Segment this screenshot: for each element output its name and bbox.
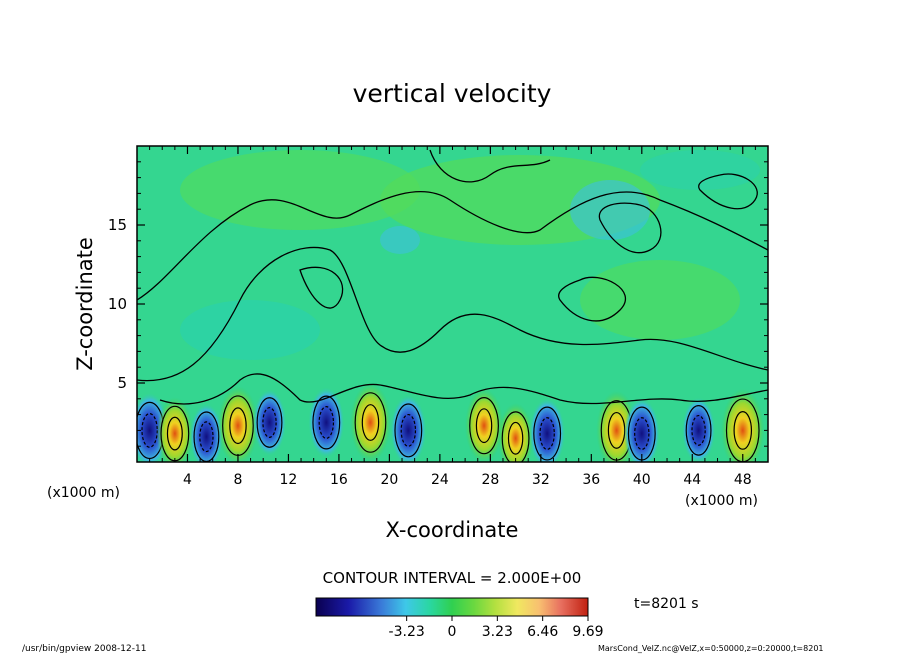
core-contour — [199, 421, 214, 453]
core-contour — [354, 392, 387, 453]
colorbar-tick-label: 0 — [448, 624, 457, 640]
x-tick-label: 24 — [431, 472, 449, 488]
x-axis-label: X-coordinate — [386, 518, 519, 542]
core-contour — [691, 414, 706, 446]
downdraft-core — [253, 389, 287, 456]
core-contour — [475, 408, 493, 444]
colorbar-tick-label: -3.23 — [389, 624, 425, 640]
field-patch — [580, 260, 740, 340]
updraft-core — [350, 382, 391, 462]
chart-title: vertical velocity — [353, 79, 552, 108]
x-unit-right: (x1000 m) — [685, 493, 758, 509]
downdraft-core — [682, 397, 716, 462]
footer-left: /usr/bin/gpview 2008-12-11 — [22, 644, 146, 654]
x-tick-label: 44 — [683, 472, 701, 488]
field-patch — [180, 300, 320, 360]
downdraft-core — [189, 403, 223, 462]
contour-line — [698, 173, 758, 210]
time-label: t=8201 s — [634, 596, 699, 612]
contour-line — [299, 266, 344, 309]
downdraft-core — [308, 387, 345, 458]
core-contour — [229, 407, 247, 445]
updraft-core — [464, 388, 504, 462]
contour-line — [137, 190, 768, 301]
y-tick-label: 15 — [108, 216, 127, 234]
core-contour — [318, 406, 335, 439]
core-contour — [361, 404, 380, 441]
core-contour — [685, 405, 712, 456]
field-patch — [640, 150, 760, 190]
colorbar — [315, 597, 589, 617]
x-tick-label: 12 — [280, 472, 298, 488]
core-contour — [634, 417, 650, 451]
contour-line — [598, 202, 662, 254]
footer-right: MarsCond_VelZ.nc@VelZ,x=0:50000,z=0:2000… — [598, 644, 824, 653]
plot-field — [137, 146, 768, 462]
colorbar-tick-label: 9.69 — [572, 624, 603, 640]
contour-line — [137, 246, 768, 382]
contour-line — [429, 149, 551, 183]
core-contour — [733, 410, 753, 450]
core-contour — [539, 417, 555, 451]
core-contour — [400, 413, 417, 447]
core-contour — [166, 416, 183, 451]
colorbar-ticks: -3.23 0 3.23 6.46 9.69 — [389, 616, 604, 640]
x-tick-label: 40 — [633, 472, 651, 488]
core-contour — [394, 403, 423, 458]
contour-lines — [137, 149, 768, 405]
x-tick-label: 32 — [532, 472, 550, 488]
colorbar-tick-label: 6.46 — [527, 624, 558, 640]
field-patch — [380, 226, 420, 254]
core-contour — [262, 407, 277, 438]
updraft-core — [497, 403, 534, 462]
x-axis: 4 8 12 16 20 24 28 32 36 40 44 48 — [149, 146, 756, 488]
x-tick-label: 16 — [330, 472, 348, 488]
x-tick-label: 36 — [582, 472, 600, 488]
x-tick-label: 8 — [233, 472, 242, 488]
updraft-core — [217, 386, 259, 462]
y-tick-label: 5 — [117, 374, 127, 392]
downdraft-core — [390, 395, 427, 462]
core-contour — [501, 411, 530, 462]
x-unit-left: (x1000 m) — [47, 485, 120, 501]
field-patch — [570, 180, 650, 240]
x-tick-label: 48 — [734, 472, 752, 488]
colorbar-tick-label: 3.23 — [482, 624, 513, 640]
contour-line — [159, 373, 768, 405]
updraft-cores — [137, 382, 765, 462]
x-tick-label: 4 — [183, 472, 192, 488]
contour-interval-label: CONTOUR INTERVAL = 2.000E+00 — [323, 569, 582, 587]
y-tick-label: 10 — [108, 295, 127, 313]
x-tick-label: 20 — [380, 472, 398, 488]
x-tick-label: 28 — [481, 472, 499, 488]
core-contour — [256, 397, 283, 448]
core-contour — [312, 395, 341, 450]
core-contour — [533, 406, 562, 461]
y-axis-label: Z-coordinate — [73, 237, 97, 371]
core-contour — [469, 397, 499, 455]
core-contour — [507, 421, 524, 455]
y-axis: 5 10 15 — [108, 161, 768, 447]
downdraft-core — [529, 398, 565, 462]
contour-line — [558, 276, 627, 322]
